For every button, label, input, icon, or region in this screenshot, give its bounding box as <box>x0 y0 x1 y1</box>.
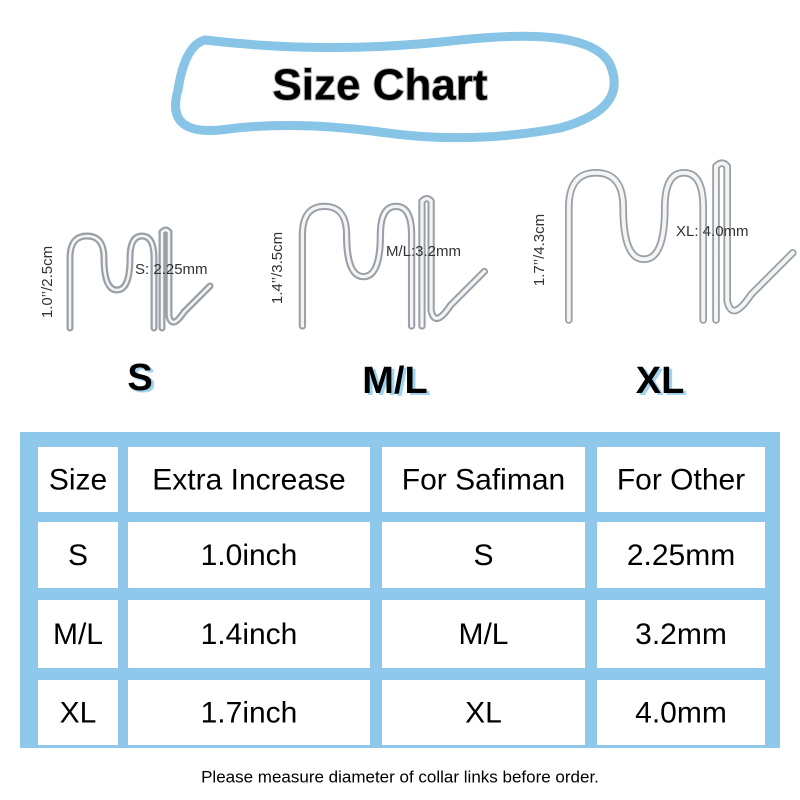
table-header: Extra Increase <box>152 463 345 496</box>
table-cell <box>38 522 118 588</box>
table-value: 1.4inch <box>201 618 298 651</box>
table-cell <box>128 447 370 512</box>
table-cell <box>597 680 765 745</box>
table-cell <box>38 600 118 668</box>
size-label-shadow: M/L <box>365 362 430 404</box>
size-label: S <box>127 357 152 399</box>
collar-link <box>565 159 797 324</box>
table-cell <box>597 600 765 668</box>
diameter-label: XL: 4.0mm <box>676 223 749 240</box>
table-value: M/L <box>458 618 508 651</box>
table-cell <box>597 522 765 588</box>
table-cell <box>382 600 585 668</box>
link-shape <box>66 226 214 332</box>
table-cell <box>597 447 765 512</box>
table-header: For Other <box>617 463 745 496</box>
height-label: 1.0’’/2.5cm <box>39 246 56 318</box>
table-cell <box>128 680 370 745</box>
link-highlight <box>566 161 795 323</box>
title: Size Chart <box>272 61 488 110</box>
link-highlight <box>300 196 487 328</box>
table-value: S <box>68 539 88 572</box>
size-label-shadow: S <box>130 359 155 401</box>
table-value: 4.0mm <box>635 696 727 729</box>
table-cell <box>128 522 370 588</box>
link-shape <box>298 194 489 330</box>
table-cell <box>128 600 370 668</box>
table-cell <box>382 680 585 745</box>
collar-link <box>66 226 214 332</box>
title-outline <box>171 31 619 143</box>
collar-link <box>298 194 489 330</box>
diameter-label: M/L:3.2mm <box>386 243 461 260</box>
table-value: 3.2mm <box>635 618 727 651</box>
table-value: 2.25mm <box>627 539 735 572</box>
table-cell <box>382 522 585 588</box>
table: Size Extra Increase For Safiman For Other S 1… <box>38 447 765 745</box>
link-highlight <box>68 228 212 330</box>
diameter-label: S: 2.25mm <box>135 261 208 278</box>
table-value: XL <box>60 696 97 729</box>
table-value: S <box>473 539 493 572</box>
table-value: M/L <box>53 618 103 651</box>
table-header: Size <box>49 463 107 496</box>
height-label: 1.4’’/3.5cm <box>269 232 286 304</box>
link-shape <box>565 159 797 324</box>
footer-note: Please measure diameter of collar links … <box>201 767 599 786</box>
size-label-shadow: XL <box>639 362 688 404</box>
table-cell <box>38 680 118 745</box>
size-label: M/L <box>362 360 427 402</box>
size-label: XL <box>636 360 685 402</box>
table-header: For Safiman <box>402 463 565 496</box>
table-cell <box>382 447 585 512</box>
height-label: 1.7’’/4.3cm <box>531 214 548 286</box>
table-value: 1.0inch <box>201 539 298 572</box>
table-cell <box>38 447 118 512</box>
table-value: XL <box>465 696 502 729</box>
table-value: 1.7inch <box>201 696 298 729</box>
